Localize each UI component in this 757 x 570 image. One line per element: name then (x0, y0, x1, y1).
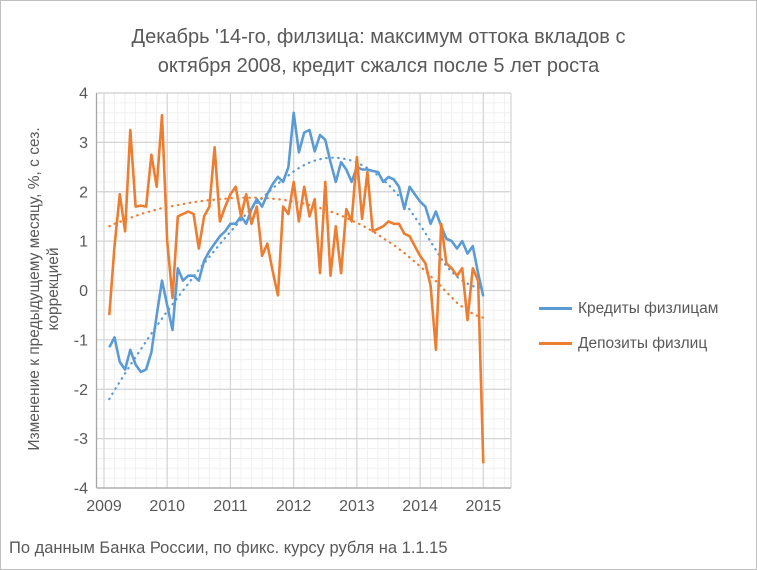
y-tick-label: 4 (79, 86, 88, 103)
chart-title: Декабрь '14-го, филзица: максимум оттока… (41, 23, 716, 81)
x-tick-labels: 2009 2010 2011 2012 2013 2014 2015 (86, 498, 501, 515)
source-note: По данным Банка России, по фикс. курсу р… (9, 539, 448, 557)
chart-title-line-2: октября 2008, кредит сжался после 5 лет … (157, 55, 600, 77)
legend-label: Кредиты физлицам (578, 299, 719, 317)
y-tick-labels: 4 3 2 1 0 -1 -2 -3 -4 (74, 86, 88, 498)
credits-line (108, 111, 485, 374)
y-tick-label: 0 (79, 283, 88, 300)
legend-item: Депозиты физлиц (539, 332, 718, 355)
legend-item: Кредиты физлицам (539, 297, 718, 320)
y-tick-label: 3 (79, 135, 88, 152)
x-tick-label: 2009 (86, 498, 122, 515)
legend: Кредиты физлицам Депозиты физлиц (539, 297, 718, 367)
x-tick-label: 2011 (213, 498, 248, 515)
chart-title-line-1: Декабрь '14-го, филзица: максимум оттока… (131, 26, 626, 48)
x-tick-label: 2014 (402, 498, 438, 515)
x-tick-label: 2010 (149, 498, 185, 515)
y-tick-label: 2 (79, 184, 88, 201)
series-lines (108, 111, 485, 464)
y-tick-label: -3 (74, 431, 88, 448)
y-tick-label: -1 (74, 332, 88, 349)
x-tick-label: 2015 (466, 498, 502, 515)
legend-line-swatch (539, 341, 572, 346)
legend-line-swatch (539, 306, 572, 311)
y-tick-label: -2 (74, 382, 88, 399)
deposits-line (108, 113, 485, 464)
y-tick-label: 1 (79, 234, 88, 251)
x-tick-label: 2012 (276, 498, 312, 515)
y-tick-label: -4 (74, 481, 88, 498)
x-tick-label: 2013 (339, 498, 375, 515)
legend-label: Депозиты физлиц (578, 334, 708, 352)
